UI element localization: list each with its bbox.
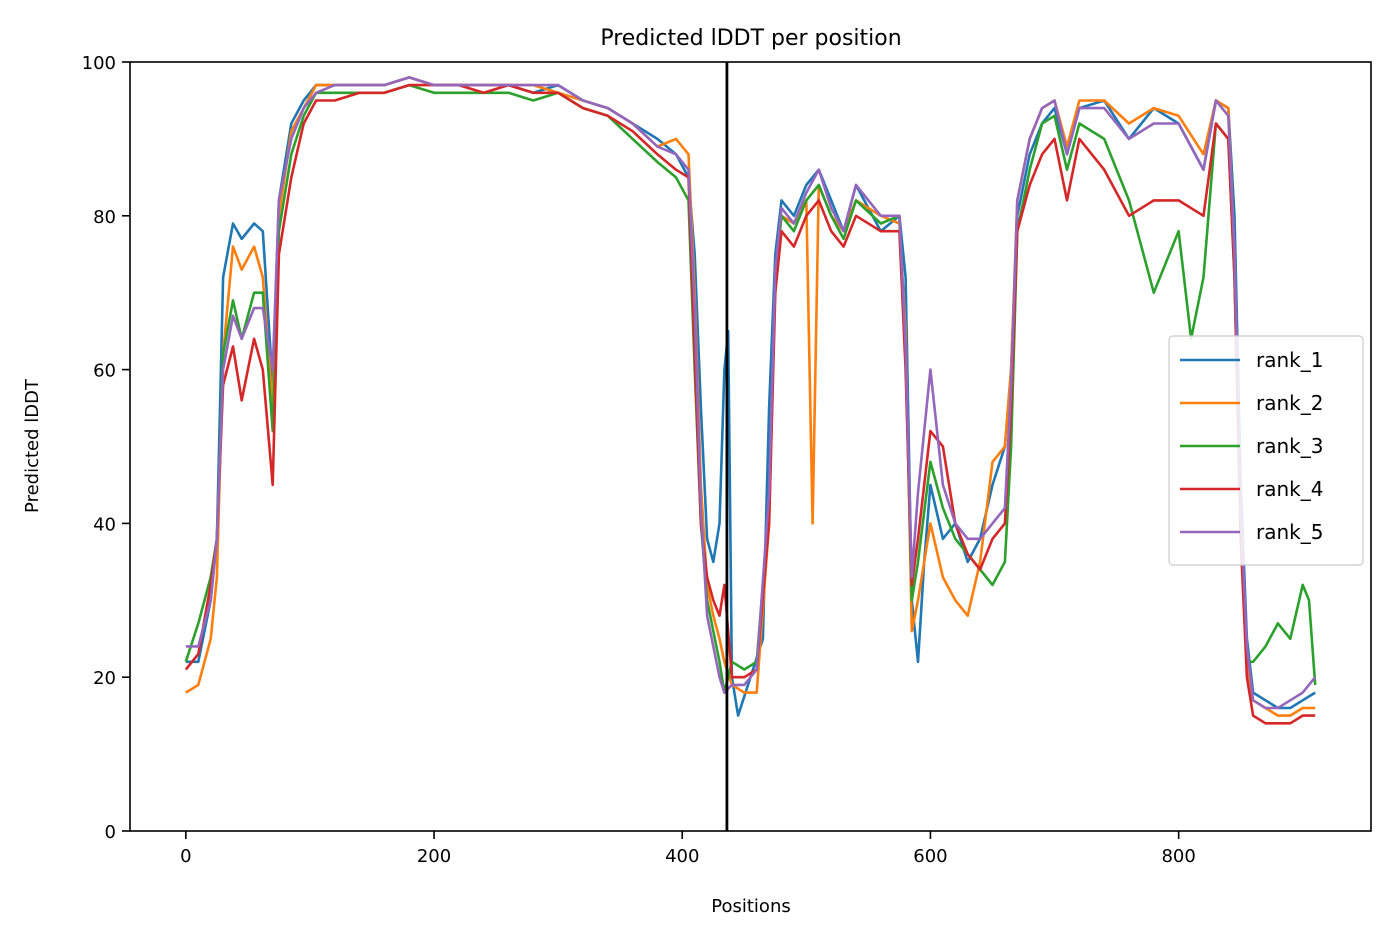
- y-tick-label: 20: [93, 668, 116, 689]
- legend: rank_1 rank_2 rank_3 rank_4 rank_5: [1168, 335, 1364, 566]
- legend-label-rank_3: rank_3: [1256, 434, 1323, 458]
- y-axis-label: Predicted lDDT: [22, 378, 43, 513]
- y-tick-label: 100: [82, 53, 116, 74]
- plot-area: [184, 76, 1317, 725]
- x-tick-label: 0: [180, 846, 191, 867]
- legend-label-rank_5: rank_5: [1256, 520, 1323, 544]
- series-line-rank_2: [185, 76, 1316, 717]
- series-line-rank_5: [185, 76, 1317, 710]
- legend-label-rank_1: rank_1: [1256, 348, 1323, 372]
- x-tick-label: 600: [913, 846, 947, 867]
- y-tick-label: 40: [93, 514, 116, 535]
- x-tick-label: 400: [665, 846, 699, 867]
- y-axis: 0 20 40 60 80 100: [82, 53, 130, 843]
- x-tick-label: 800: [1161, 846, 1195, 867]
- legend-box: [1168, 335, 1364, 566]
- x-axis-label: Positions: [711, 896, 790, 917]
- legend-label-rank_2: rank_2: [1256, 391, 1323, 415]
- series-line-rank_3: [184, 83, 1317, 694]
- series-line-rank_1: [185, 76, 1316, 717]
- legend-label-rank_4: rank_4: [1256, 477, 1323, 501]
- x-tick-label: 200: [417, 846, 451, 867]
- plot-frame: [129, 61, 1372, 832]
- x-axis: 0 200 400 600 800: [180, 831, 1196, 867]
- y-tick-label: 0: [105, 822, 116, 843]
- chart-title: Predicted lDDT per position: [600, 26, 901, 51]
- series-line-rank_4: [184, 83, 1316, 725]
- y-tick-label: 60: [93, 361, 116, 382]
- y-tick-label: 80: [93, 207, 116, 228]
